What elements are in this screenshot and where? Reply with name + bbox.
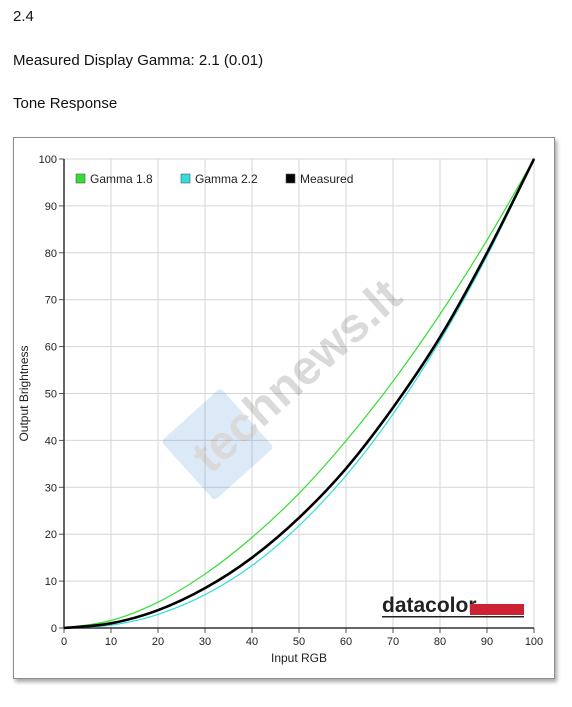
- datacolor-logo-underline: [382, 616, 524, 618]
- x-tick-label: 80: [434, 636, 446, 648]
- data-point: [298, 492, 300, 494]
- data-point: [486, 252, 488, 254]
- y-tick-label: 70: [45, 295, 57, 307]
- y-tick-label: 90: [45, 201, 57, 213]
- data-point: [392, 406, 394, 409]
- y-tick-label: 0: [51, 623, 57, 635]
- x-tick-label: 0: [61, 636, 67, 648]
- data-point: [251, 565, 253, 567]
- data-point: [345, 474, 347, 477]
- y-tick-label: 30: [45, 482, 57, 494]
- legend-swatch: [180, 173, 191, 184]
- data-point: [439, 336, 441, 338]
- legend-label: Gamma 2.2: [195, 172, 258, 186]
- legend-swatch: [75, 173, 86, 184]
- data-point: [110, 624, 112, 626]
- y-tick-label: 80: [45, 248, 57, 260]
- axes: 0 10 20 30 40 50 60 70 80 90 100 0 10 20 30 40 50 60 70 80 9…: [39, 154, 544, 648]
- data-point: [204, 587, 206, 589]
- data-point: [204, 573, 206, 575]
- datacolor-logo-bar: [470, 604, 524, 615]
- data-point: [157, 613, 159, 615]
- data-point: [345, 467, 347, 470]
- grid: [64, 158, 535, 628]
- data-point: [486, 239, 488, 241]
- tone-response-heading: Tone Response: [13, 95, 118, 112]
- data-point: [157, 609, 159, 611]
- y-tick-label: 40: [45, 435, 57, 447]
- x-tick-label: 90: [481, 636, 493, 648]
- legend-label: Measured: [300, 172, 353, 186]
- measured-gamma-text: Measured Display Gamma: 2.1 (0.01): [13, 52, 264, 69]
- legend-swatch: [285, 173, 296, 184]
- data-point: [63, 627, 65, 629]
- data-point: [110, 622, 112, 624]
- data-point: [251, 536, 253, 539]
- x-tick-label: 10: [105, 636, 117, 648]
- section-number: 2.4: [13, 8, 34, 25]
- watermark-text: technews.lt: [182, 269, 412, 483]
- data-point: [345, 440, 347, 442]
- tone-response-chart: technews.lt 0 10 20 30 40 50 60 70 80 90 100 0 10 20 3…: [17, 154, 544, 665]
- data-point: [392, 413, 394, 415]
- legend-label: Gamma 1.8: [90, 172, 153, 186]
- series-line-measured: [63, 158, 536, 630]
- y-axis-label: Output Brightness: [17, 345, 31, 441]
- y-tick-label: 60: [45, 342, 57, 354]
- data-point: [251, 557, 253, 559]
- series-line-gamma-2-2: [63, 158, 535, 629]
- x-tick-label: 50: [293, 636, 305, 648]
- datacolor-logo: datacolor: [382, 594, 524, 618]
- data-point: [204, 594, 206, 596]
- x-tick-label: 70: [387, 636, 399, 648]
- x-tick-label: 40: [246, 636, 258, 648]
- data-point: [439, 340, 441, 342]
- data-point: [533, 158, 535, 160]
- datacolor-logo-text: datacolor: [382, 594, 477, 617]
- x-axis-label: Input RGB: [271, 651, 327, 665]
- y-tick-label: 100: [39, 154, 57, 166]
- x-tick-label: 60: [340, 636, 352, 648]
- watermark: technews.lt: [162, 269, 412, 500]
- data-point: [439, 313, 441, 315]
- data-point: [110, 619, 112, 622]
- x-tick-label: 30: [199, 636, 211, 648]
- series-line-gamma-1-8: [63, 158, 535, 629]
- series-lines: [63, 158, 536, 630]
- data-point: [298, 517, 300, 519]
- y-tick-label: 10: [45, 576, 57, 588]
- data-point: [298, 525, 300, 527]
- legend: Gamma 1.8 Gamma 2.2 Measured: [75, 172, 353, 186]
- y-tick-label: 50: [45, 389, 57, 401]
- x-tick-label: 100: [525, 636, 543, 648]
- data-point: [157, 601, 159, 603]
- chart-panel: technews.lt 0 10 20 30 40 50 60 70 80 90 100 0 10 20 3…: [13, 137, 555, 679]
- watermark-logo-icon: [162, 389, 273, 500]
- y-tick-label: 20: [45, 529, 57, 541]
- x-tick-label: 20: [152, 636, 164, 648]
- data-point: [392, 380, 394, 382]
